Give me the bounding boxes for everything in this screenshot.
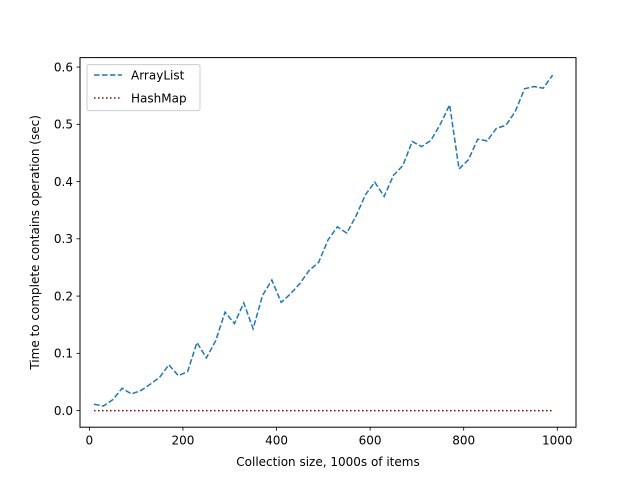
legend-label-hashmap: HashMap: [131, 92, 187, 106]
y-tick-label: 0.5: [54, 118, 73, 132]
x-axis-label: Collection size, 1000s of items: [236, 455, 419, 469]
series-line-arraylist: [93, 74, 554, 407]
y-tick-label: 0.3: [54, 232, 73, 246]
y-axis-label: Time to complete contains operation (sec…: [28, 115, 42, 371]
x-tick-label: 800: [452, 434, 475, 448]
x-tick-label: 600: [359, 434, 382, 448]
x-tick-label: 0: [86, 434, 94, 448]
x-tick-label: 1000: [542, 434, 573, 448]
y-tick-label: 0.2: [54, 289, 73, 303]
y-tick-label: 0.6: [54, 60, 73, 74]
x-tick-label: 400: [265, 434, 288, 448]
y-axis-ticks: 0.0 0.1 0.2 0.3 0.4 0.5 0.6: [54, 60, 80, 418]
y-tick-label: 0.1: [54, 347, 73, 361]
plot-frame: [79, 57, 577, 428]
y-tick-label: 0.0: [54, 404, 73, 418]
x-tick-label: 200: [171, 434, 194, 448]
legend: ArrayList HashMap: [86, 64, 201, 112]
legend-label-arraylist: ArrayList: [131, 69, 185, 83]
series-layer: [93, 74, 554, 412]
y-tick-label: 0.4: [54, 175, 73, 189]
legend-box: [86, 64, 201, 112]
x-axis-ticks: 0 200 400 600 800 1000: [86, 427, 573, 448]
